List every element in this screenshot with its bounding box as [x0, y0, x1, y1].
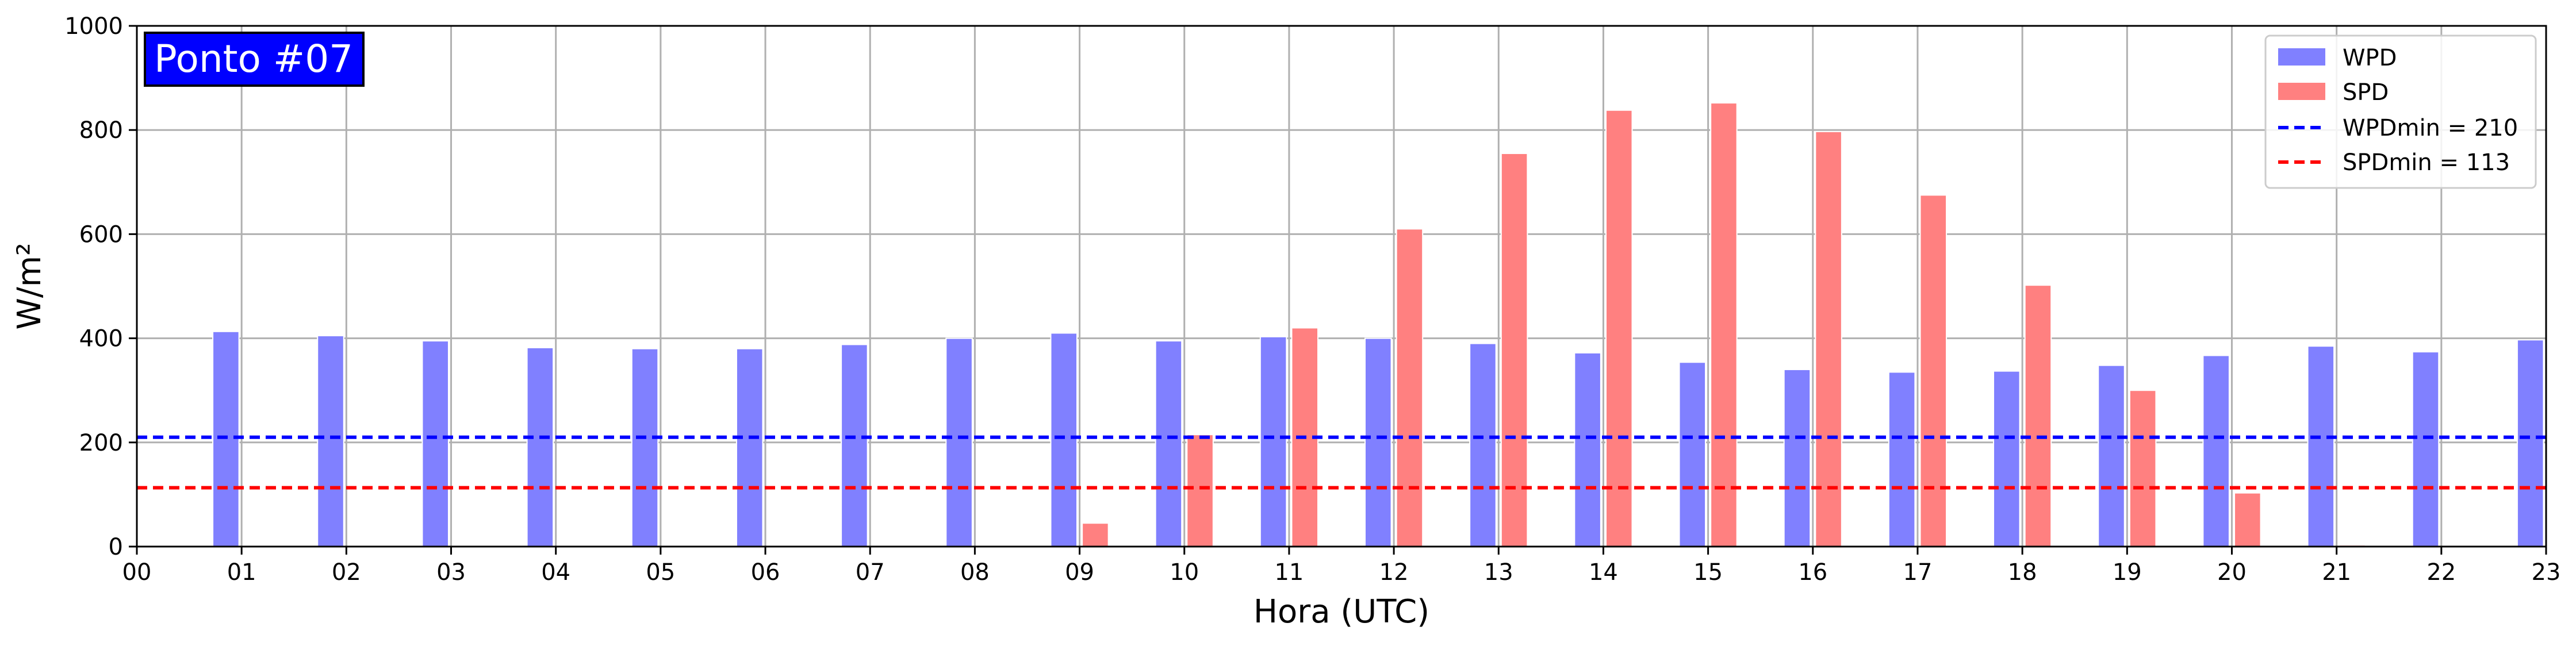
legend-wpd-label: WPD [2343, 45, 2397, 71]
x-tick-label: 22 [2426, 559, 2456, 586]
legend-spd-swatch [2278, 83, 2325, 100]
x-tick-label: 00 [122, 559, 152, 586]
bar-spd [2024, 284, 2052, 547]
x-tick-label: 20 [2217, 559, 2247, 586]
bar-wpd [1888, 371, 1916, 547]
bars [212, 102, 2544, 548]
x-tick-label: 21 [2322, 559, 2351, 586]
legend-spd-label: SPD [2343, 79, 2389, 106]
bar-wpd [526, 347, 554, 548]
bar-spd [1919, 194, 1948, 547]
bar-spd [1082, 522, 1109, 547]
ticks [129, 25, 2547, 555]
legend-box [2264, 34, 2537, 189]
x-tick-label: 23 [2532, 559, 2561, 586]
x-tick-label: 08 [960, 559, 990, 586]
bar-wpd [945, 337, 973, 547]
bar-wpd [1574, 352, 1601, 548]
legend-wpdmin-label: WPDmin = 210 [2343, 115, 2518, 141]
bar-wpd [212, 330, 240, 548]
bar-wpd [1783, 368, 1811, 548]
bar-wpd [421, 340, 449, 547]
plot-frame [136, 25, 2547, 548]
y-tick-label: 800 [79, 117, 123, 144]
bar-wpd [1050, 332, 1078, 547]
x-tick-label: 02 [332, 559, 361, 586]
bar-wpd [1364, 337, 1392, 547]
y-tick-label: 200 [79, 430, 123, 456]
x-axis-label: Hora (UTC) [1254, 593, 1429, 630]
y-tick-label: 600 [79, 221, 123, 248]
point-badge-background [144, 32, 365, 87]
y-tick-label: 1000 [64, 13, 123, 40]
point-badge: Ponto #07 [144, 32, 365, 87]
y-tick-label: 0 [109, 534, 123, 560]
x-tick-label: 06 [751, 559, 780, 586]
bar-wpd [1469, 343, 1497, 547]
y-tick-label: 400 [79, 326, 123, 352]
bar-wpd [317, 335, 344, 547]
bar-wpd [735, 348, 764, 547]
bar-wpd [2516, 339, 2544, 547]
x-tick-label: 16 [1798, 559, 1827, 586]
legend: WPD SPD WPDmin = 210 SPDmin = 113 [2264, 34, 2537, 189]
bar-spd [2129, 390, 2157, 547]
x-tick-label: 15 [1693, 559, 1723, 586]
x-tick-label: 03 [436, 559, 466, 586]
y-axis-label: W/m² [11, 243, 48, 329]
legend-wpd-swatch [2278, 48, 2325, 66]
x-tick-label: 17 [1903, 559, 1933, 586]
bar-spd [1605, 109, 1633, 548]
bar-spd [1500, 152, 1528, 548]
bar-wpd [2307, 345, 2335, 547]
x-tick-label: 07 [856, 559, 885, 586]
bar-wpd [631, 348, 659, 547]
bar-wpd [1993, 370, 2021, 547]
bar-wpd [2202, 355, 2230, 547]
bar-wpd [1259, 336, 1287, 548]
x-tick-label: 05 [646, 559, 675, 586]
bar-wpd [2098, 364, 2125, 547]
legend-spdmin-label: SPDmin = 113 [2343, 149, 2510, 176]
bar-wpd [2412, 351, 2440, 547]
bar-wpd [1155, 340, 1183, 547]
bar-wpd [1678, 362, 1707, 547]
tick-labels: 00 01 02 03 04 05 06 07 08 09 10 11 12 13 14 15 16 17 18 19… [64, 13, 2560, 586]
x-tick-label: 04 [541, 559, 570, 586]
bar-spd [2234, 492, 2261, 548]
x-tick-label: 12 [1379, 559, 1409, 586]
bar-wpd [841, 344, 868, 547]
x-tick-label: 09 [1065, 559, 1094, 586]
point-badge-label: Ponto #07 [154, 37, 353, 81]
x-tick-label: 14 [1589, 559, 1618, 586]
bar-spd [1710, 102, 1738, 547]
x-tick-label: 01 [227, 559, 256, 586]
bar-spd [1396, 228, 1424, 547]
bar-spd [1186, 434, 1214, 548]
x-tick-label: 18 [2008, 559, 2037, 586]
x-tick-label: 19 [2113, 559, 2142, 586]
bar-spd [1815, 130, 1842, 547]
x-tick-label: 13 [1484, 559, 1513, 586]
x-tick-label: 10 [1170, 559, 1199, 586]
x-tick-label: 11 [1274, 559, 1304, 586]
